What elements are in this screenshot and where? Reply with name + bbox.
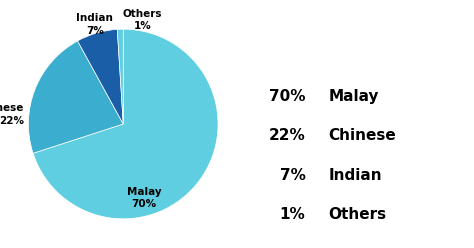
Text: Malaysian Demographics: Malaysian Demographics [253, 27, 458, 42]
Text: Indian: Indian [328, 168, 382, 183]
Text: 7%: 7% [280, 168, 305, 183]
Text: Malay: Malay [328, 89, 379, 104]
Text: Others: Others [328, 207, 386, 222]
Text: Indian
7%: Indian 7% [76, 13, 113, 36]
Wedge shape [28, 41, 123, 153]
Wedge shape [78, 29, 123, 124]
Wedge shape [33, 29, 218, 219]
Text: Malay
70%: Malay 70% [127, 187, 162, 209]
Text: 1%: 1% [280, 207, 305, 222]
Wedge shape [117, 29, 123, 124]
Text: Others
1%: Others 1% [122, 8, 162, 31]
Text: 22%: 22% [269, 128, 305, 143]
Text: Chinese
22%: Chinese 22% [0, 103, 24, 126]
Text: Chinese: Chinese [328, 128, 396, 143]
Text: 70%: 70% [269, 89, 305, 104]
